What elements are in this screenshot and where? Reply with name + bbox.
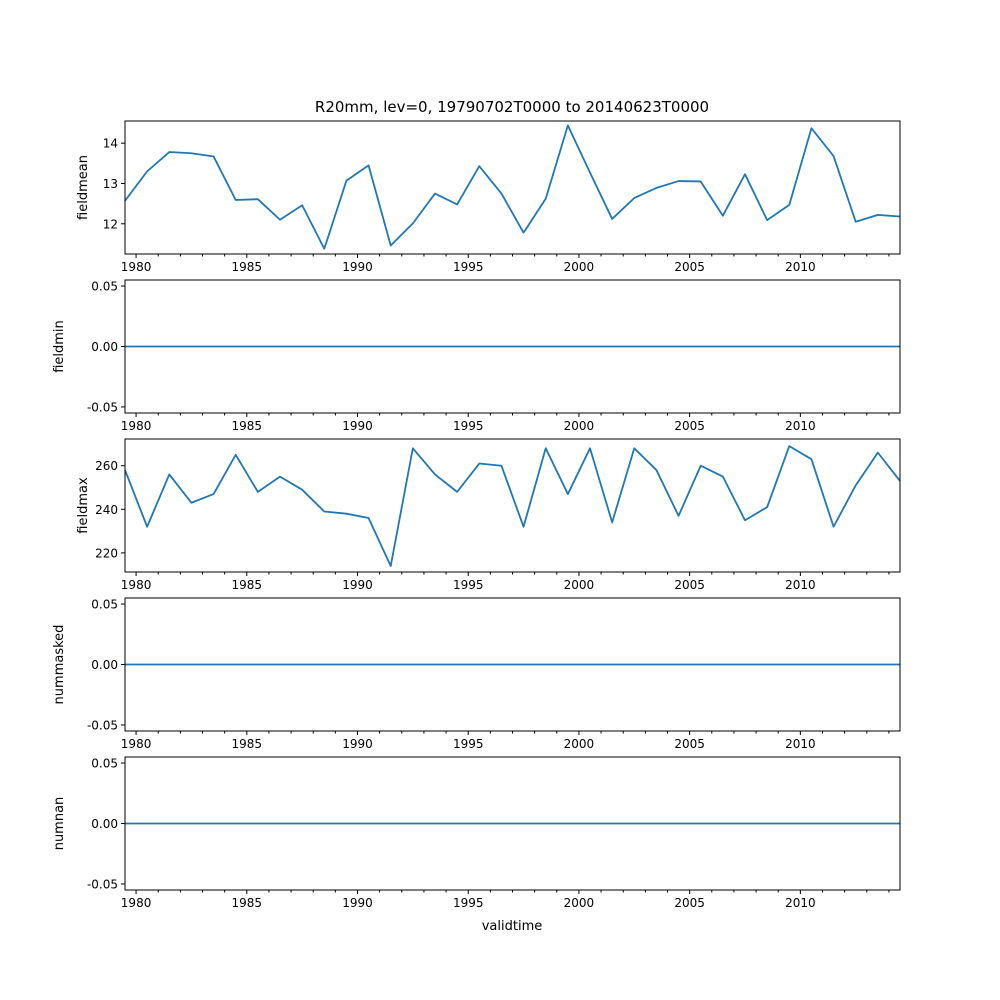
x-tick-label: 2005 [674,578,705,592]
y-tick-label: 0.00 [91,817,118,831]
x-tick-label: 2010 [785,419,816,433]
x-tick-label: 1980 [121,737,152,751]
x-tick-label: 2010 [785,737,816,751]
y-tick-label: -0.05 [87,718,118,732]
x-tick-label: 1995 [453,896,484,910]
x-tick-label: 1980 [121,578,152,592]
x-tick-label: 2000 [564,578,595,592]
x-tick-label: 2005 [674,896,705,910]
y-axis-label-fieldmean: fieldmean [76,155,91,220]
x-tick-label: 2010 [785,578,816,592]
y-tick-label: -0.05 [87,877,118,891]
y-axis-label-fieldmin: fieldmin [52,320,67,373]
x-tick-label: 1985 [232,260,263,274]
x-tick-label: 1995 [453,260,484,274]
x-tick-label: 2010 [785,260,816,274]
x-tick-label: 1985 [232,578,263,592]
y-tick-label: 0.00 [91,340,118,354]
x-tick-label: 1990 [342,260,373,274]
y-tick-label: 0.00 [91,658,118,672]
y-tick-label: -0.05 [87,400,118,414]
x-tick-label: 1990 [342,896,373,910]
y-tick-label: 0.05 [91,598,118,612]
x-tick-label: 2000 [564,419,595,433]
y-tick-label: 14 [103,137,118,151]
series-line-fieldmax [124,445,901,567]
x-tick-label: 1985 [232,737,263,751]
subplot-nummasked: -0.05 0.00 0.05 1980 1985 1990 1995 2000 2005 201… [52,597,901,751]
y-tick-label: 240 [95,503,118,517]
y-tick-label: 13 [103,177,118,191]
x-tick-label: 2005 [674,737,705,751]
subplot-fieldmin: -0.05 0.00 0.05 1980 1985 1990 1995 2000 2005 201… [52,279,901,433]
y-axis-label-nummasked: nummasked [52,625,67,705]
x-tick-label: 1985 [232,419,263,433]
x-tick-label: 1980 [121,896,152,910]
subplot-numnan: -0.05 0.00 0.05 1980 1985 1990 1995 2000 2005 201… [52,756,901,910]
x-tick-label: 1985 [232,896,263,910]
x-tick-label: 1995 [453,737,484,751]
x-tick-label: 1980 [121,419,152,433]
x-tick-label: 2000 [564,896,595,910]
y-tick-label: 12 [103,217,118,231]
x-tick-label: 1990 [342,737,373,751]
x-tick-label: 2010 [785,896,816,910]
subplot-stack: 12 13 14 1980 1985 1990 1995 2000 2005 2010 fieldm… [52,120,901,910]
y-tick-label: 260 [95,459,118,473]
x-tick-label: 2005 [674,260,705,274]
y-tick-label: 0.05 [91,757,118,771]
axes-frame-fieldmean [124,120,901,255]
series-line-fieldmean [124,124,901,250]
y-axis-label-numnan: numnan [52,797,67,851]
x-tick-label: 2000 [564,737,595,751]
x-tick-label: 1995 [453,578,484,592]
chart-title: R20mm, lev=0, 19790702T0000 to 20140623T… [315,98,709,116]
subplot-fieldmax: 220 240 260 1980 1985 1990 1995 2000 2005 2010 fie… [76,438,901,592]
y-axis-label-fieldmax: fieldmax [76,477,91,534]
x-tick-label: 2005 [674,419,705,433]
x-tick-label: 1990 [342,419,373,433]
x-tick-label: 2000 [564,260,595,274]
subplot-fieldmean: 12 13 14 1980 1985 1990 1995 2000 2005 2010 fieldm… [76,120,901,274]
y-tick-label: 220 [95,546,118,560]
x-axis-label: validtime [482,919,543,934]
y-tick-label: 0.05 [91,280,118,294]
x-tick-label: 1995 [453,419,484,433]
x-tick-label: 1990 [342,578,373,592]
x-tick-label: 1980 [121,260,152,274]
